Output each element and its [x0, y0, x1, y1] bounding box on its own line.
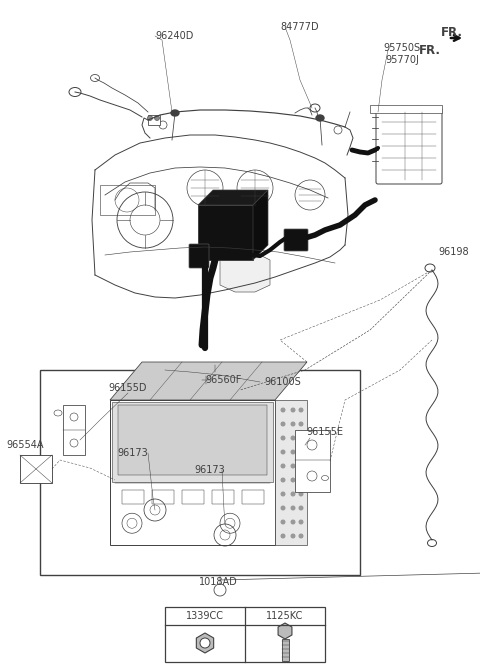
Bar [281, 639, 288, 661]
Text: 1125KC: 1125KC [266, 611, 304, 621]
Ellipse shape [91, 74, 99, 81]
Text: 84777D: 84777D [281, 22, 319, 32]
Circle shape [147, 115, 153, 121]
Circle shape [70, 413, 78, 421]
Circle shape [159, 121, 167, 129]
Ellipse shape [322, 476, 328, 480]
Circle shape [307, 471, 317, 481]
Circle shape [299, 421, 303, 427]
Ellipse shape [69, 87, 81, 97]
Bar [198, 205, 253, 260]
Circle shape [290, 435, 296, 440]
Circle shape [70, 439, 78, 447]
Text: 96155E: 96155E [307, 427, 344, 437]
Bar [275, 400, 307, 545]
Text: 96240D: 96240D [156, 31, 194, 41]
Bar [152, 490, 174, 504]
Polygon shape [198, 190, 268, 205]
Bar [118, 405, 267, 475]
Circle shape [299, 435, 303, 440]
Circle shape [280, 491, 286, 497]
Circle shape [290, 478, 296, 482]
Text: FR.: FR. [441, 26, 463, 40]
FancyBboxPatch shape [284, 229, 308, 251]
Bar [182, 490, 204, 504]
Ellipse shape [310, 104, 320, 112]
Circle shape [290, 533, 296, 539]
Text: 96173: 96173 [118, 448, 148, 458]
Bar [165, 607, 325, 662]
Circle shape [299, 491, 303, 497]
Circle shape [290, 505, 296, 511]
Bar [20, 455, 52, 483]
Circle shape [290, 407, 296, 413]
Circle shape [280, 478, 286, 482]
Circle shape [280, 421, 286, 427]
Bar [122, 490, 144, 504]
Circle shape [299, 407, 303, 413]
Circle shape [290, 450, 296, 454]
Circle shape [214, 584, 226, 596]
Text: 96560F: 96560F [206, 375, 242, 385]
Polygon shape [110, 362, 307, 400]
Circle shape [280, 407, 286, 413]
Bar [148, 115, 160, 125]
Text: 95750S: 95750S [384, 43, 420, 53]
Text: FR.: FR. [419, 44, 441, 58]
Text: 96155D: 96155D [109, 383, 147, 393]
Bar [212, 490, 234, 504]
Text: 1339CC: 1339CC [186, 611, 224, 621]
Bar [100, 185, 155, 215]
Circle shape [280, 533, 286, 539]
FancyBboxPatch shape [376, 108, 442, 184]
Circle shape [280, 519, 286, 525]
Circle shape [299, 464, 303, 468]
Text: 96554A: 96554A [6, 440, 44, 450]
Text: 96198: 96198 [438, 247, 468, 257]
Polygon shape [253, 190, 268, 260]
Circle shape [299, 450, 303, 454]
Ellipse shape [54, 410, 62, 416]
Bar [63, 405, 85, 455]
Ellipse shape [425, 264, 435, 272]
Bar [295, 430, 330, 492]
Polygon shape [278, 623, 292, 639]
Circle shape [290, 519, 296, 525]
Circle shape [280, 464, 286, 468]
Ellipse shape [171, 110, 179, 116]
Circle shape [299, 533, 303, 539]
Circle shape [290, 491, 296, 497]
Text: 95770J: 95770J [385, 55, 419, 65]
Circle shape [280, 450, 286, 454]
Circle shape [290, 421, 296, 427]
Circle shape [155, 115, 159, 121]
Circle shape [299, 505, 303, 511]
Circle shape [307, 440, 317, 450]
Bar [370, 105, 442, 113]
Bar [112, 402, 273, 482]
Circle shape [290, 464, 296, 468]
Polygon shape [220, 253, 270, 292]
Circle shape [280, 505, 286, 511]
Text: 96100S: 96100S [264, 377, 301, 387]
Circle shape [299, 478, 303, 482]
Ellipse shape [428, 539, 436, 546]
Bar [110, 400, 275, 545]
FancyBboxPatch shape [189, 244, 209, 268]
Text: 96173: 96173 [194, 465, 226, 475]
Circle shape [200, 638, 210, 648]
Ellipse shape [316, 115, 324, 121]
Circle shape [299, 519, 303, 525]
Circle shape [280, 435, 286, 440]
Circle shape [334, 126, 342, 134]
Polygon shape [196, 633, 214, 653]
Bar [40, 370, 360, 575]
Bar [242, 490, 264, 504]
Text: 1018AD: 1018AD [199, 577, 238, 587]
